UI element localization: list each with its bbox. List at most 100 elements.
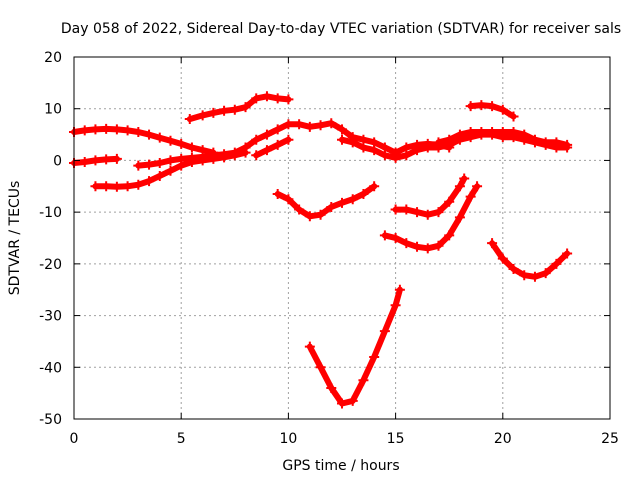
series-s6 (251, 134, 294, 161)
data-point (562, 139, 573, 150)
data-point (326, 382, 337, 393)
data-point (326, 201, 337, 212)
data-point (412, 207, 423, 218)
data-point (369, 145, 380, 156)
series-s7 (272, 181, 380, 222)
data-point (294, 204, 305, 215)
data-point (401, 204, 412, 215)
data-point (347, 137, 358, 148)
data-point (476, 126, 487, 137)
data-point (347, 395, 358, 406)
data-point (219, 149, 230, 160)
data-point (186, 152, 197, 163)
data-point (454, 129, 465, 140)
series-trace (381, 183, 481, 252)
data-point (529, 271, 540, 282)
data-point (519, 270, 530, 281)
data-point (219, 105, 230, 116)
series-s13 (465, 100, 519, 122)
data-point (90, 124, 101, 135)
data-point (487, 126, 498, 137)
series-s12 (433, 126, 573, 150)
series-s5 (184, 91, 294, 125)
data-point (197, 151, 208, 162)
data-point (261, 129, 272, 140)
series-trace (274, 183, 378, 220)
data-point (433, 137, 444, 148)
x-tick-label: 25 (601, 431, 619, 447)
data-point (497, 104, 508, 115)
data-point (154, 170, 165, 181)
data-point (272, 139, 283, 150)
data-point (508, 111, 519, 122)
data-point (79, 156, 90, 167)
data-point (101, 123, 112, 134)
data-point (401, 150, 412, 161)
data-point (390, 233, 401, 243)
data-point (133, 126, 144, 137)
data-point (508, 126, 519, 137)
data-point (261, 145, 272, 156)
data-point (412, 241, 423, 252)
data-point (251, 150, 262, 161)
data-point (454, 181, 465, 192)
data-point (111, 124, 122, 135)
data-point (165, 135, 176, 146)
data-point (165, 155, 176, 166)
data-point (529, 134, 540, 145)
data-point (422, 243, 433, 254)
data-point (261, 91, 272, 102)
data-point (337, 124, 347, 135)
data-point (562, 248, 573, 259)
data-point (540, 137, 551, 148)
data-point (326, 118, 337, 129)
data-point (251, 93, 262, 104)
y-tick-label: 20 (44, 50, 62, 66)
data-point (444, 134, 455, 145)
series-s14 (487, 238, 573, 282)
data-point (433, 207, 444, 218)
data-point (476, 100, 487, 111)
data-point (315, 362, 326, 373)
data-point (315, 209, 326, 220)
data-point (454, 212, 465, 223)
data-point (144, 176, 155, 187)
data-point (133, 160, 144, 171)
data-point (101, 181, 112, 192)
data-point (272, 124, 283, 135)
data-point (369, 351, 380, 362)
data-point (283, 194, 294, 205)
data-point (390, 300, 401, 311)
data-point (390, 152, 401, 163)
x-tick-label: 5 (177, 431, 186, 447)
data-point (122, 125, 133, 136)
data-point (229, 104, 240, 115)
data-point (487, 101, 498, 112)
data-point (379, 326, 390, 337)
data-point (240, 142, 251, 153)
data-point (240, 102, 251, 113)
series-s4 (133, 118, 455, 171)
data-point (390, 204, 401, 215)
data-point (358, 189, 369, 200)
x-tick-label: 20 (494, 431, 512, 447)
data-point (144, 159, 155, 170)
data-point (315, 120, 326, 131)
data-point (459, 173, 470, 184)
chart-title: Day 058 of 2022, Sidereal Day-to-day VTE… (61, 21, 621, 37)
data-point (208, 150, 219, 161)
data-point (444, 196, 455, 207)
data-point (337, 197, 347, 208)
x-tick-label: 10 (279, 431, 297, 447)
data-point (540, 268, 551, 279)
series-s8 (304, 284, 405, 409)
data-point (111, 153, 122, 164)
series-trace (253, 136, 292, 159)
data-point (394, 284, 405, 295)
data-point (304, 121, 315, 132)
data-point (229, 147, 240, 158)
data-point (208, 107, 219, 118)
data-point (304, 211, 315, 222)
data-point (165, 165, 176, 176)
